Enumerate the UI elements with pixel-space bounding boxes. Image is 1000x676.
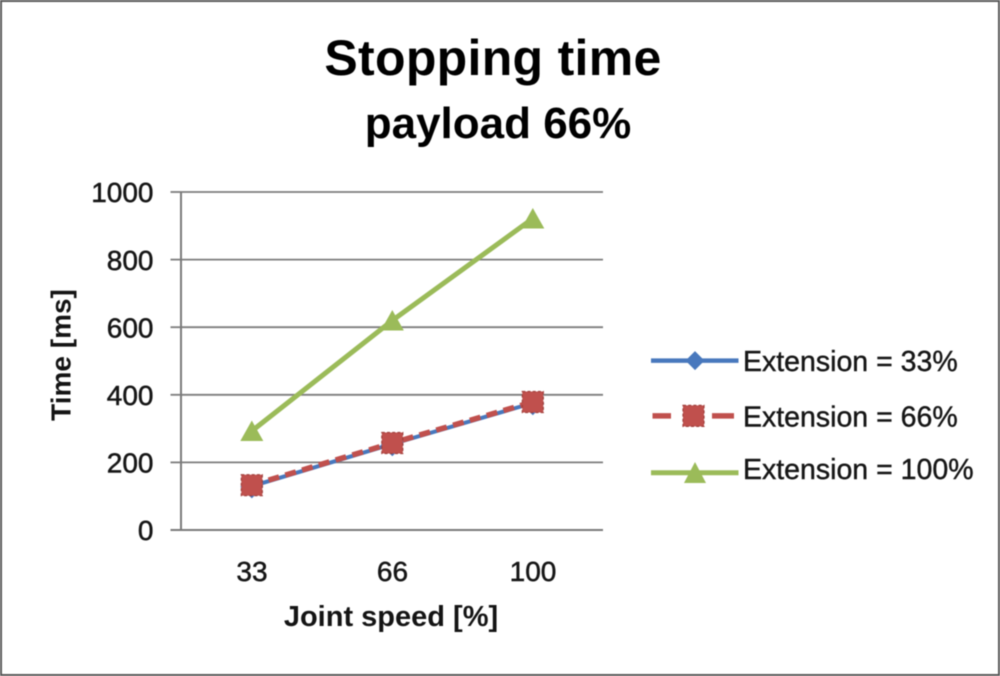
svg-text:1000: 1000 (91, 177, 153, 208)
svg-text:Stopping time: Stopping time (324, 30, 661, 86)
svg-text:0: 0 (138, 515, 154, 546)
svg-text:Extension = 33%: Extension = 33% (743, 346, 958, 378)
svg-text:100: 100 (510, 556, 557, 587)
svg-text:800: 800 (107, 245, 154, 276)
svg-text:400: 400 (107, 380, 154, 411)
svg-text:Joint speed [%]: Joint speed [%] (284, 601, 498, 633)
svg-text:payload 66%: payload 66% (365, 99, 632, 148)
svg-text:200: 200 (107, 448, 154, 479)
svg-text:Extension = 100%: Extension = 100% (743, 454, 974, 486)
svg-text:Extension = 66%: Extension = 66% (743, 401, 958, 433)
svg-text:Time [ms]: Time [ms] (46, 289, 77, 421)
svg-text:33: 33 (236, 556, 267, 587)
svg-text:600: 600 (107, 312, 154, 343)
svg-text:66: 66 (377, 556, 408, 587)
